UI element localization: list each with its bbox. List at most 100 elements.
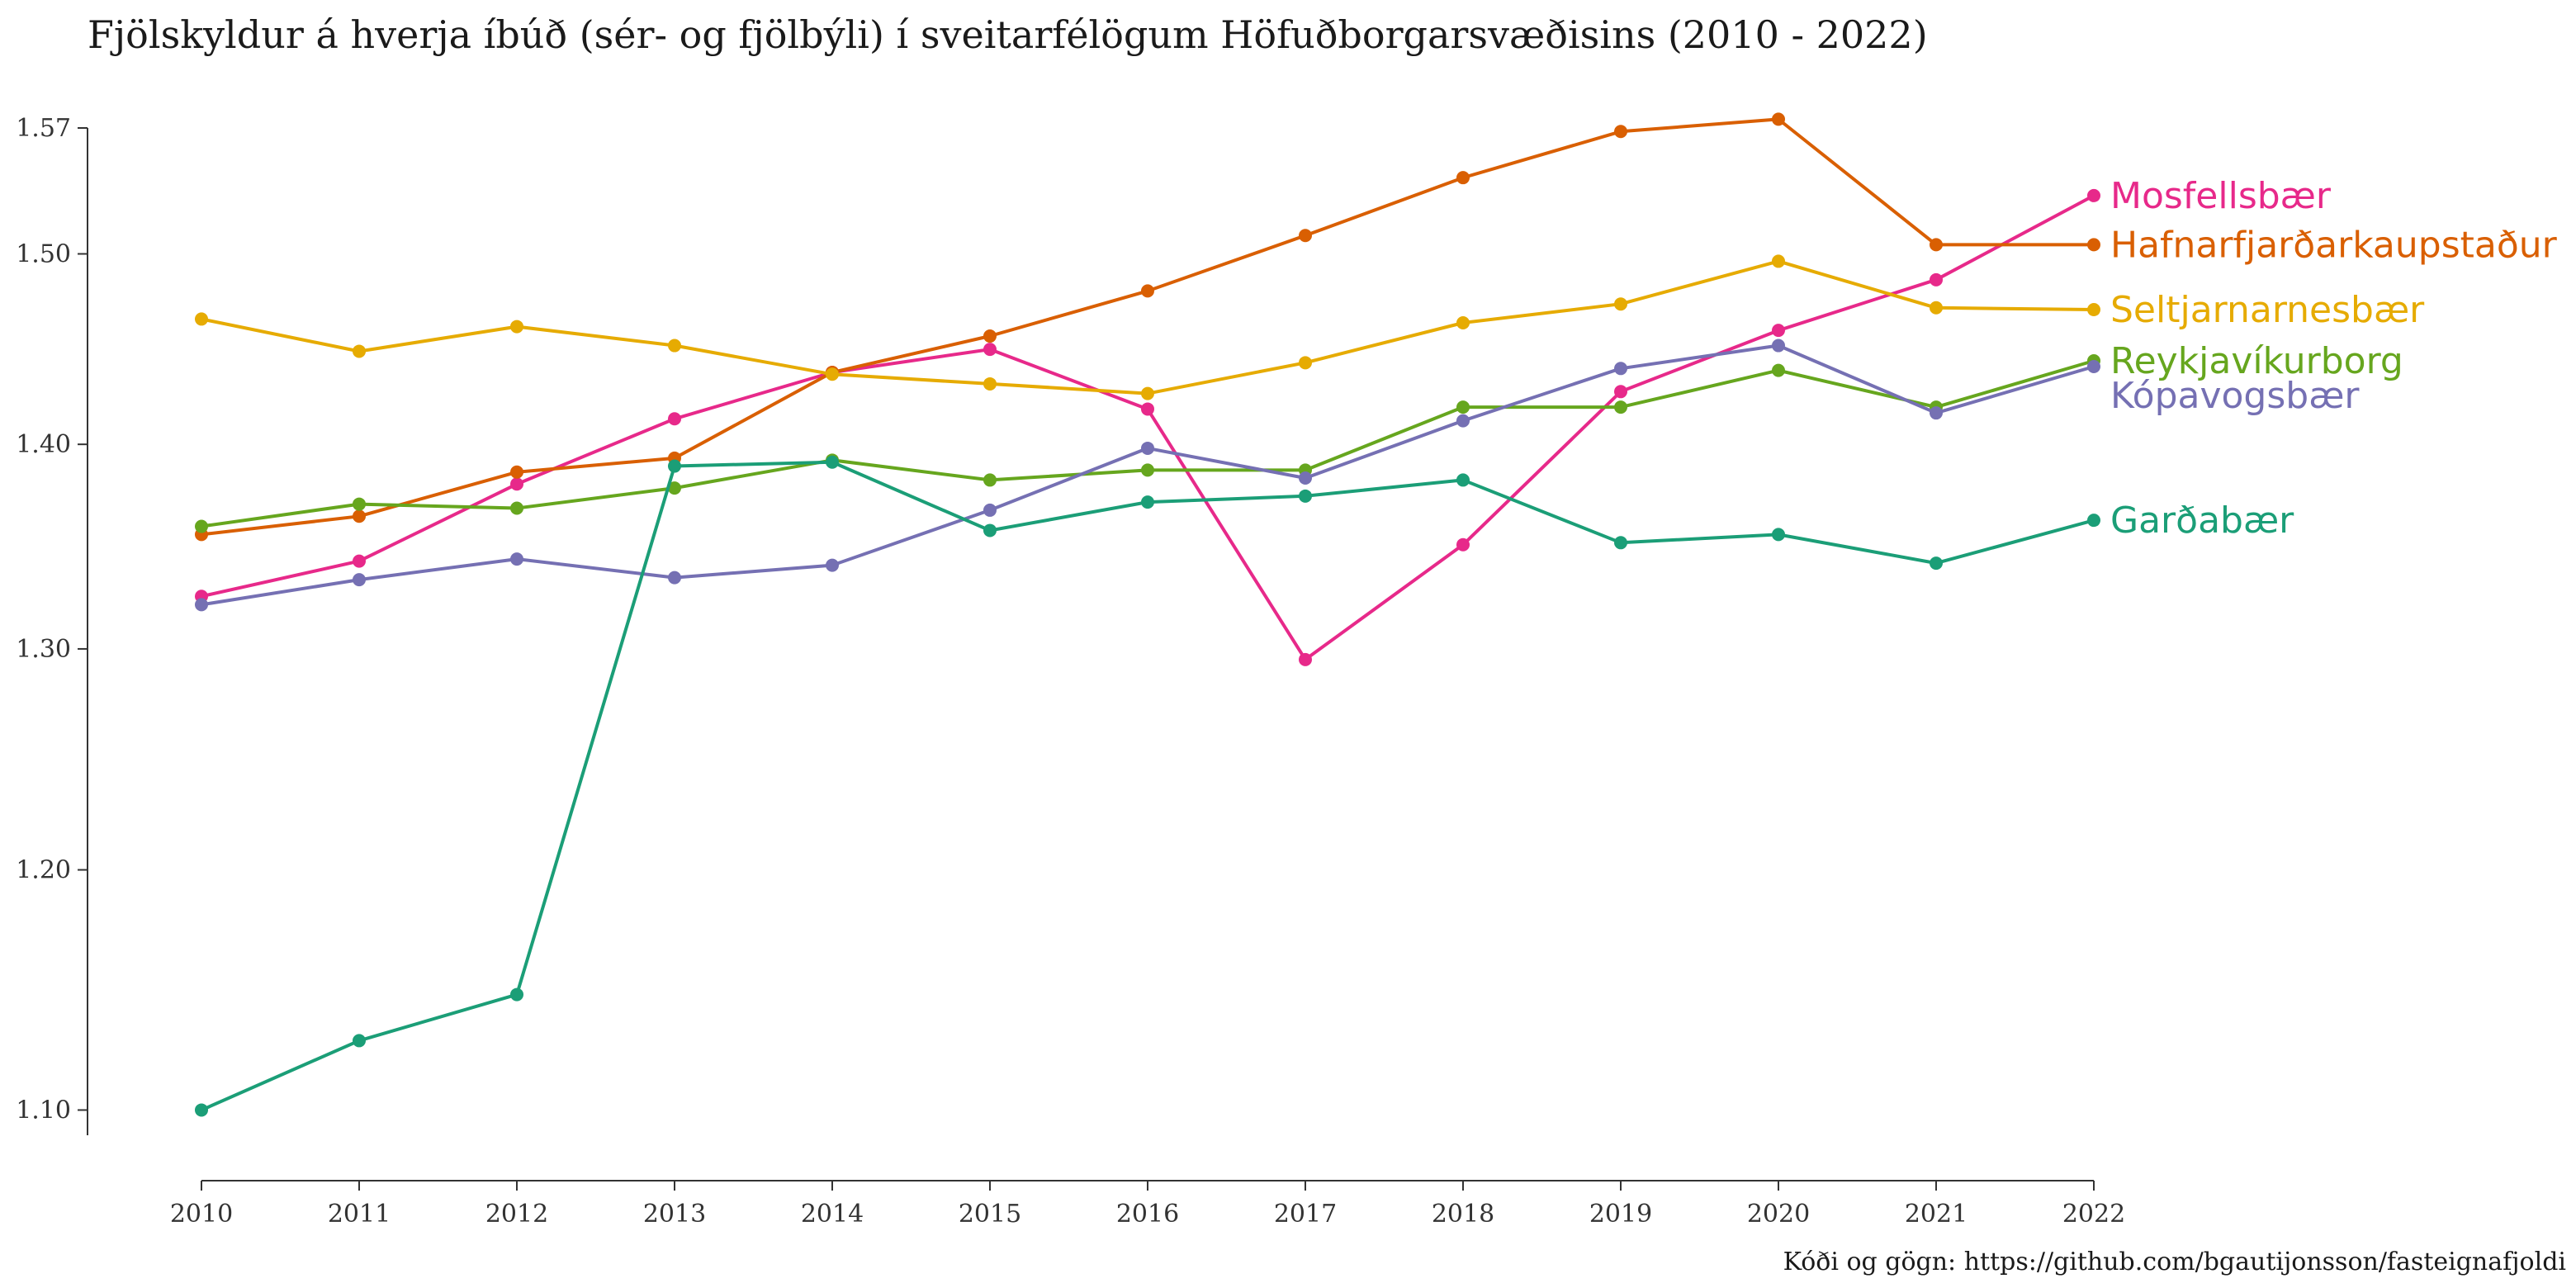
x-tick-label: 2020 <box>1747 1200 1810 1229</box>
series-line <box>201 194 2095 661</box>
series-label: Reykjavíkurborg <box>2110 340 2403 382</box>
x-tick-label: 2019 <box>1589 1200 1652 1229</box>
data-point <box>668 481 681 495</box>
data-point <box>2087 514 2100 528</box>
data-point <box>826 367 839 381</box>
data-point <box>195 312 208 326</box>
data-point <box>983 523 997 537</box>
data-point <box>1930 556 1943 571</box>
series-label: Garðabær <box>2110 500 2294 542</box>
data-point <box>1299 229 1312 243</box>
data-point <box>353 573 366 587</box>
x-tick-label: 2010 <box>170 1200 233 1229</box>
series-label: Kópavogsbær <box>2110 375 2360 417</box>
data-point <box>1772 339 1785 353</box>
y-tick-label: 1.50 <box>16 239 71 268</box>
x-tick-label: 2011 <box>328 1200 391 1229</box>
data-point <box>1772 363 1785 377</box>
data-point <box>2087 303 2100 317</box>
x-tick-label: 2021 <box>1905 1200 1968 1229</box>
data-point <box>1141 402 1154 416</box>
plot-area: Mosfellsbær Hafnarfjarðarkaupstaður Seltja… <box>195 112 2558 1117</box>
series-label: Seltjarnarnesbær <box>2110 289 2425 331</box>
data-point <box>1614 400 1627 414</box>
y-axis: 1.10 1.20 1.30 1.40 1.50 1.57 <box>16 114 88 1125</box>
data-point <box>983 376 997 391</box>
series-4: Kópavogsbær <box>195 339 2360 612</box>
data-point <box>1299 489 1312 503</box>
x-tick-label: 2022 <box>2062 1200 2125 1229</box>
y-tick-label: 1.20 <box>16 856 71 885</box>
data-point <box>983 473 997 487</box>
data-point <box>1456 400 1470 414</box>
data-point <box>510 552 523 566</box>
data-point <box>353 344 366 358</box>
x-tick-label: 2015 <box>959 1200 1021 1229</box>
data-point <box>1456 171 1470 185</box>
data-point <box>1614 362 1627 376</box>
data-point <box>1299 652 1312 666</box>
series-label: Hafnarfjarðarkaupstaður <box>2110 224 2558 266</box>
data-point <box>826 558 839 572</box>
y-tick-label: 1.10 <box>16 1096 71 1125</box>
data-point <box>353 1034 366 1048</box>
data-point <box>1141 495 1154 509</box>
data-point <box>1299 356 1312 370</box>
y-tick-label: 1.57 <box>16 114 71 143</box>
data-point <box>1456 473 1470 487</box>
data-point <box>983 503 997 517</box>
series-line <box>201 460 2095 1112</box>
data-point <box>1141 463 1154 477</box>
data-point <box>1299 471 1312 485</box>
data-point <box>1141 441 1154 455</box>
data-point <box>1141 386 1154 400</box>
data-point <box>668 412 681 426</box>
data-point <box>1772 528 1785 542</box>
data-point <box>510 320 523 334</box>
data-point <box>2087 359 2100 373</box>
data-point <box>510 477 523 491</box>
data-point <box>1614 536 1627 550</box>
data-point <box>510 465 523 479</box>
data-point <box>826 455 839 469</box>
data-point <box>1772 112 1785 126</box>
data-point <box>195 598 208 612</box>
x-tick-label: 2013 <box>643 1200 706 1229</box>
x-axis: 2010 2011 2012 2013 2014 2015 2016 2017 2018 2019… <box>170 1181 2125 1229</box>
data-point <box>2087 238 2100 252</box>
data-point <box>668 571 681 585</box>
y-tick-label: 1.30 <box>16 635 71 664</box>
series-1: Hafnarfjarðarkaupstaður <box>195 112 2558 542</box>
series-5: Garðabær <box>195 455 2294 1117</box>
chart-title: Fjölskyldur á hverja íbúð (sér- og fjölb… <box>88 12 1928 57</box>
data-point <box>1772 254 1785 268</box>
data-point <box>668 339 681 353</box>
series-0: Mosfellsbær <box>195 175 2332 666</box>
data-point <box>1772 324 1785 338</box>
x-tick-label: 2012 <box>485 1200 548 1229</box>
data-point <box>1456 537 1470 552</box>
data-point <box>1930 406 1943 420</box>
x-tick-label: 2014 <box>801 1200 864 1229</box>
data-point <box>1614 297 1627 311</box>
series-2: Seltjarnarnesbær <box>195 254 2425 400</box>
data-point <box>1930 272 1943 286</box>
data-point <box>1930 238 1943 252</box>
series-label: Mosfellsbær <box>2110 175 2332 217</box>
data-point <box>353 554 366 568</box>
series-line <box>201 259 2095 395</box>
data-point <box>353 497 366 511</box>
x-tick-label: 2018 <box>1432 1200 1494 1229</box>
data-point <box>195 1103 208 1117</box>
x-tick-label: 2017 <box>1274 1200 1337 1229</box>
data-point <box>668 459 681 473</box>
series-3: Reykjavíkurborg <box>195 340 2403 533</box>
data-point <box>1456 414 1470 428</box>
data-point <box>2087 188 2100 202</box>
data-point <box>195 519 208 533</box>
x-tick-label: 2016 <box>1116 1200 1179 1229</box>
data-point <box>353 509 366 523</box>
chart-caption: Kóði og gögn: https://github.com/bgautij… <box>1783 1248 2566 1276</box>
data-point <box>1456 315 1470 329</box>
